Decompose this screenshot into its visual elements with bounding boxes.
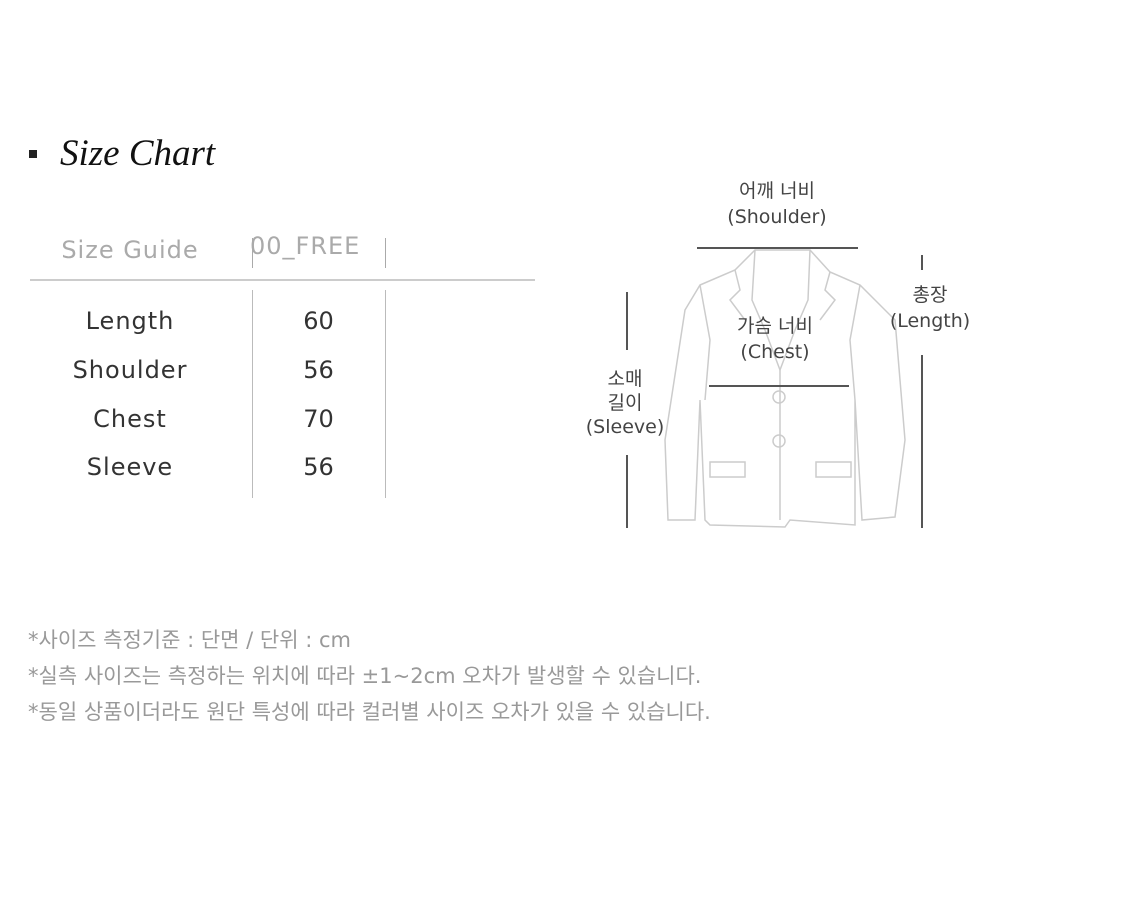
chest-label-ko: 가슴 너비 — [737, 315, 813, 337]
jacket-outline — [664, 249, 906, 528]
size-column-header: 00_FREE — [250, 232, 361, 260]
shoulder-label: 어깨 너비 (Shoulder) — [697, 178, 857, 230]
chest-label: 가슴 너비 (Chest) — [700, 313, 850, 365]
measurement-arrows — [626, 247, 923, 528]
length-label-ko: 총장 — [912, 284, 948, 306]
row-label-shoulder: Shoulder — [72, 356, 188, 384]
shoulder-label-en: (Shoulder) — [727, 206, 827, 228]
row-value-sleeve: 56 — [303, 453, 334, 481]
row-value-length: 60 — [303, 307, 334, 335]
row-value-shoulder: 56 — [303, 356, 334, 384]
column-divider — [385, 290, 386, 498]
page-title: Size Chart — [60, 133, 216, 174]
length-label-en: (Length) — [889, 310, 971, 332]
sleeve-label-en: (Sleeve) — [585, 416, 665, 438]
title-bullet — [29, 150, 37, 158]
chest-label-en: (Chest) — [740, 341, 810, 363]
sleeve-label: 소매 길이 (Sleeve) — [570, 367, 680, 439]
column-divider — [252, 238, 253, 268]
header-divider — [30, 279, 535, 281]
column-divider — [252, 290, 253, 498]
sleeve-label-ko-2: 길이 — [607, 392, 643, 414]
row-label-chest: Chest — [93, 405, 167, 433]
shoulder-label-ko: 어깨 너비 — [739, 180, 815, 202]
length-label: 총장 (Length) — [870, 282, 990, 334]
row-value-chest: 70 — [303, 405, 334, 433]
note-tolerance: *실측 사이즈는 측정하는 위치에 따라 ±1~2cm 오차가 발생할 수 있습… — [28, 664, 702, 688]
row-label-length: Length — [85, 307, 175, 335]
column-divider — [385, 238, 386, 268]
sleeve-label-ko-1: 소매 — [607, 368, 643, 390]
note-measurement: *사이즈 측정기준 : 단면 / 단위 : cm — [28, 628, 351, 652]
row-label-sleeve: Sleeve — [86, 453, 174, 481]
size-guide-header: Size Guide — [61, 236, 199, 264]
note-color-variance: *동일 상품이더라도 원단 특성에 따라 컬러별 사이즈 오차가 있을 수 있습… — [28, 700, 711, 724]
